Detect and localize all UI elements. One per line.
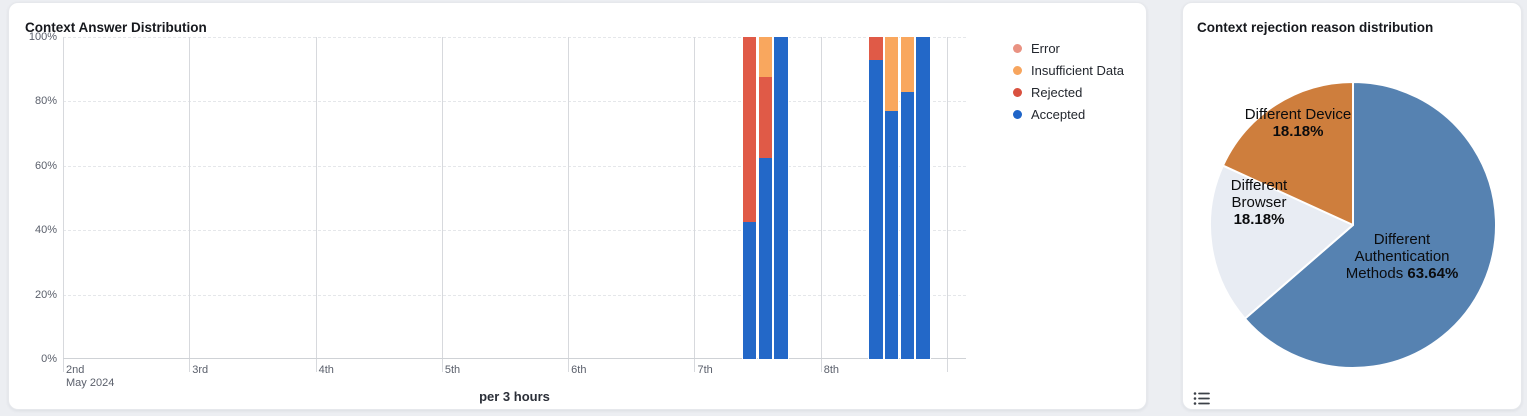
y-gridline — [63, 37, 966, 38]
legend-dot — [1013, 43, 1022, 53]
x-gridline — [568, 37, 570, 372]
pie-slice-label-different-browser: Different Browser 18.18% — [1230, 177, 1288, 228]
legend-dot — [1013, 109, 1022, 119]
bar-segment-rejected[interactable] — [869, 37, 883, 60]
bar-segment-accepted[interactable] — [742, 222, 757, 359]
pie-slice-label-different-authentication-methods: Different Authentication Methods 63.64% — [1345, 231, 1459, 282]
legend-dot — [1013, 65, 1022, 75]
x-gridline — [315, 37, 317, 372]
legend-item-rejected[interactable]: Rejected — [1013, 81, 1124, 103]
y-axis-tick-label: 0% — [41, 353, 57, 365]
pie-slice-label-different-device: Different Device 18.18% — [1244, 106, 1352, 140]
bar-segment-rejected[interactable] — [742, 37, 757, 223]
x-axis-tick-label: 3rd — [192, 364, 209, 376]
legend-label: Rejected — [1031, 84, 1083, 100]
x-gridline — [947, 37, 949, 372]
bar-segment-insufficient-data[interactable] — [900, 37, 915, 92]
legend-dot — [1013, 87, 1022, 97]
pie-chart — [1209, 81, 1497, 369]
legend-label: Error — [1031, 40, 1060, 56]
stacked-bar[interactable] — [900, 37, 915, 359]
bar-segment-accepted[interactable] — [758, 157, 773, 359]
bar-chart-legend: Error Insufficient Data Rejected Accepted — [1013, 37, 1124, 125]
x-axis-tick-label: 7th — [697, 364, 713, 376]
pie-slice-different-authentication-methods[interactable] — [1243, 81, 1497, 369]
pie-slice-different-browser[interactable] — [1209, 164, 1354, 320]
x-gridline — [441, 37, 443, 372]
y-gridline — [63, 230, 966, 232]
legend-label: Accepted — [1031, 106, 1086, 122]
y-axis-tick-label: 100% — [28, 31, 57, 43]
bar-segment-insufficient-data[interactable] — [758, 37, 773, 78]
y-axis-tick-label: 20% — [34, 288, 57, 301]
x-axis-tick-label: 6th — [571, 364, 587, 376]
pie-chart-title: Context rejection reason distribution — [1197, 20, 1434, 36]
stacked-bar[interactable] — [869, 37, 883, 359]
x-gridline — [694, 37, 696, 372]
y-gridline — [63, 165, 966, 167]
pie-slice-different-device[interactable] — [1221, 81, 1354, 226]
y-axis-tick-label: 80% — [34, 95, 57, 108]
bar-segment-accepted[interactable] — [869, 59, 883, 359]
stacked-bar[interactable] — [774, 37, 788, 359]
bar-segment-rejected[interactable] — [758, 77, 773, 158]
legend-item-error[interactable]: Error — [1013, 37, 1124, 59]
legend-label: Insufficient Data — [1031, 62, 1124, 78]
x-gridline — [63, 37, 64, 372]
bar-chart-plot-area: 0% 20% 40% 60% 80% 100% 2nd May 2024 3rd 4th 5th 6… — [29, 31, 966, 389]
x-axis-tick-label: 8th — [823, 364, 840, 376]
x-axis-baseline — [63, 358, 966, 359]
legend-item-accepted[interactable]: Accepted — [1013, 103, 1124, 125]
legend-toggle-icon[interactable] — [1193, 391, 1211, 406]
stacked-bar[interactable] — [758, 37, 773, 359]
bar-segment-insufficient-data[interactable] — [884, 37, 899, 112]
y-axis-tick-label: 40% — [34, 224, 57, 237]
bar-segment-accepted[interactable] — [916, 37, 930, 359]
x-gridline — [820, 37, 822, 372]
stacked-bar[interactable] — [884, 37, 899, 359]
bar-chart-title: Context Answer Distribution — [25, 20, 207, 36]
x-axis-tick-label: 5th — [444, 364, 461, 376]
x-gridline — [189, 37, 191, 372]
bar-segment-accepted[interactable] — [900, 91, 915, 359]
stacked-bar[interactable] — [916, 37, 930, 359]
x-axis-tick-label: 2nd May 2024 — [66, 364, 115, 389]
y-gridline — [63, 101, 966, 103]
stacked-bar[interactable] — [742, 37, 757, 359]
x-axis-tick-label: 4th — [318, 364, 334, 376]
x-axis-caption: per 3 hours — [479, 389, 550, 404]
rejection-reason-card: Context rejection reason distribution Di… — [1182, 2, 1522, 410]
bar-segment-accepted[interactable] — [774, 37, 788, 359]
legend-item-insufficient-data[interactable]: Insufficient Data — [1013, 59, 1124, 81]
answer-distribution-card: Context Answer Distribution 0% 20% 40% 60% 8… — [8, 2, 1147, 410]
bar-segment-accepted[interactable] — [884, 111, 899, 359]
y-axis-tick-label: 60% — [34, 159, 57, 172]
y-gridline — [63, 294, 966, 296]
